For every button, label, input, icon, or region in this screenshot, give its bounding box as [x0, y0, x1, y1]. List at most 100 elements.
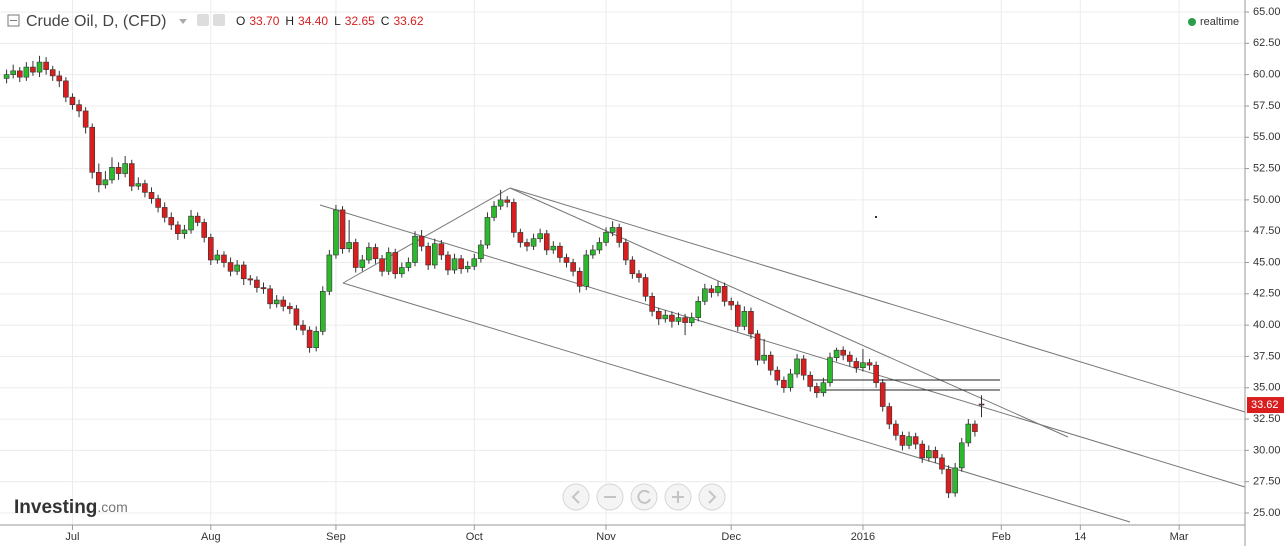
- candle-body: [16, 70, 23, 78]
- y-tick-label: 35.00: [1253, 382, 1281, 394]
- candle-body: [702, 288, 708, 302]
- candle-body: [425, 245, 431, 266]
- zoom-in-button[interactable]: [664, 483, 692, 511]
- y-tick-label: 30.00: [1253, 444, 1281, 456]
- x-tick-label: Feb: [992, 531, 1011, 543]
- candle-body: [359, 259, 366, 268]
- last-price-label: 33.62: [1251, 399, 1279, 411]
- candle-body: [438, 243, 445, 256]
- candle-body: [30, 66, 36, 73]
- last-price-tag: [1247, 397, 1284, 414]
- candles: [3, 55, 985, 498]
- dot: [875, 216, 877, 218]
- candle-body: [504, 199, 511, 203]
- candle-body: [240, 264, 247, 280]
- candle-body: [853, 361, 860, 369]
- candle-body: [76, 104, 82, 112]
- candle-body: [63, 80, 69, 98]
- trendline: [509, 187, 1069, 438]
- settings-button[interactable]: [213, 14, 225, 26]
- x-tick-label: Jul: [65, 531, 79, 543]
- candle-body: [254, 279, 260, 288]
- candle-body: [530, 238, 537, 247]
- candle-body: [767, 354, 774, 371]
- candle-body: [655, 311, 662, 320]
- candle-body: [280, 299, 287, 307]
- candle-body: [958, 442, 965, 469]
- x-tick-label: 2016: [851, 531, 875, 543]
- candle-body: [207, 237, 214, 261]
- candle-body: [754, 333, 761, 361]
- candle-body: [919, 443, 926, 459]
- candle-body: [814, 386, 820, 394]
- candle-body: [715, 285, 721, 293]
- candle-body: [339, 209, 346, 250]
- candle-body: [346, 242, 352, 250]
- candle-body: [287, 306, 293, 310]
- ohlc-key: H: [285, 14, 294, 28]
- candle-body: [945, 468, 952, 494]
- candle-body: [306, 329, 313, 348]
- candle-body: [563, 257, 570, 263]
- candle-body: [978, 403, 985, 406]
- zoom-out-button[interactable]: [596, 483, 624, 511]
- candle-body: [188, 215, 194, 231]
- candle-body: [873, 364, 879, 384]
- candle-body: [609, 227, 616, 233]
- dropdown-arrow[interactable]: [179, 19, 187, 24]
- candle-body: [879, 382, 886, 407]
- candle-body: [221, 254, 227, 263]
- candle-body: [636, 273, 642, 278]
- trendline: [319, 204, 1246, 488]
- candle-body: [675, 317, 682, 322]
- y-tick-label: 55.00: [1253, 131, 1281, 143]
- y-tick-label: 45.00: [1253, 256, 1281, 268]
- candle-body: [682, 317, 688, 323]
- y-tick-label: 47.50: [1253, 225, 1281, 237]
- scroll-right-button[interactable]: [698, 483, 726, 511]
- ohlc-key: L: [334, 14, 341, 28]
- candle-body: [576, 270, 583, 287]
- y-tick-label: 37.50: [1253, 350, 1281, 362]
- y-tick-label: 27.50: [1253, 476, 1281, 488]
- candle-body: [807, 374, 814, 387]
- candle-body: [537, 233, 543, 240]
- ohlc-key: C: [381, 14, 390, 28]
- visibility-button[interactable]: [197, 14, 209, 26]
- candle-body: [886, 406, 893, 425]
- candle-body: [926, 450, 932, 459]
- trendline: [342, 187, 511, 284]
- y-tick-label: 25.00: [1253, 507, 1281, 519]
- candle-body: [497, 199, 504, 207]
- candle-body: [741, 311, 748, 327]
- candle-body: [761, 354, 767, 361]
- candle-body: [478, 244, 484, 260]
- candle-body: [10, 70, 16, 75]
- candle-body: [412, 235, 418, 263]
- scroll-left-button[interactable]: [562, 483, 590, 511]
- chart-title: Crude Oil, D, (CFD): [26, 13, 166, 30]
- candle-body: [748, 311, 754, 335]
- candle-body: [418, 235, 425, 247]
- candle-body: [695, 301, 702, 318]
- y-tick-label: 65.00: [1253, 6, 1281, 18]
- candle-body: [392, 252, 399, 275]
- candle-body: [550, 245, 557, 251]
- y-tick-label: 50.00: [1253, 194, 1281, 206]
- y-tick-label: 52.50: [1253, 162, 1281, 174]
- candle-body: [247, 278, 254, 281]
- y-tick-label: 62.50: [1253, 37, 1281, 49]
- candle-body: [431, 243, 438, 266]
- candle-body: [175, 224, 181, 234]
- candle-body: [115, 167, 122, 174]
- candle-body: [214, 254, 221, 261]
- ohlc-value: 33.70: [249, 14, 279, 28]
- y-tick-label: 42.50: [1253, 288, 1281, 300]
- y-tick-label: 57.50: [1253, 100, 1281, 112]
- candle-body: [385, 252, 392, 272]
- candle-body: [49, 69, 56, 77]
- candle-body: [721, 285, 728, 302]
- reset-button[interactable]: [630, 483, 658, 511]
- candle-body: [899, 435, 906, 446]
- candle-body: [3, 74, 10, 79]
